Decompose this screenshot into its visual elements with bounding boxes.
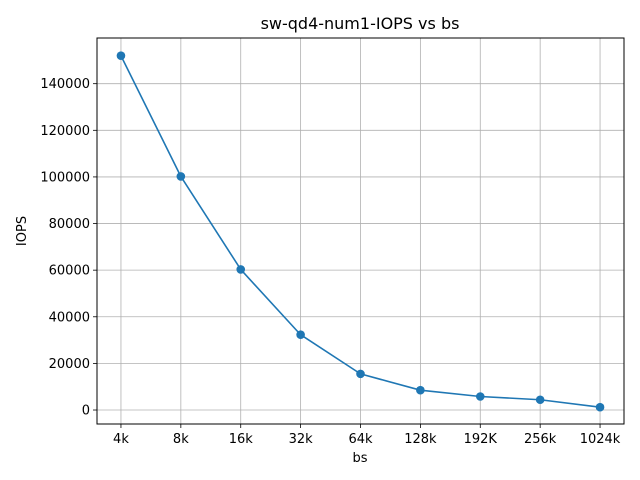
data-point [535,395,545,405]
data-point [176,172,186,181]
grid [97,38,624,424]
y-tick-label: 120000 [40,124,90,139]
x-tick-label: 192K [464,432,498,447]
x-tick-label: 16k [229,432,254,447]
x-tick-label: 32k [289,432,314,447]
x-axis-label: bs [352,451,367,466]
y-tick-label: 60000 [49,264,90,279]
y-tick-label: 20000 [49,357,90,372]
x-tick-label: 256k [524,432,557,447]
data-point [595,402,605,412]
y-tick-label: 140000 [40,77,90,92]
y-tick-label: 40000 [49,310,90,325]
x-tick-label: 8k [173,432,189,447]
series-layer [116,51,605,412]
x-tick-label: 128k [404,432,437,447]
data-point [416,385,425,395]
chart-title: sw-qd4-num1-IOPS vs bs [261,14,460,33]
y-tick-label: 100000 [40,170,90,185]
x-tick-label: 1024k [580,432,621,447]
y-tick-label: 80000 [49,217,90,232]
data-point [236,265,246,274]
x-tick-label: 4k [113,432,129,447]
data-point [296,330,305,340]
y-axis-label: IOPS [15,216,30,246]
x-tick-label: 64k [348,432,373,447]
plot-area-frame [96,37,625,425]
data-point [356,369,365,379]
data-point [116,51,126,61]
y-tick-label: 0 [82,404,90,419]
axis-ticks: 4k 8k 16k 32k 64k 128k 192K 256k 1024k 0 20000 4000… [40,77,620,447]
data-point [475,392,485,401]
